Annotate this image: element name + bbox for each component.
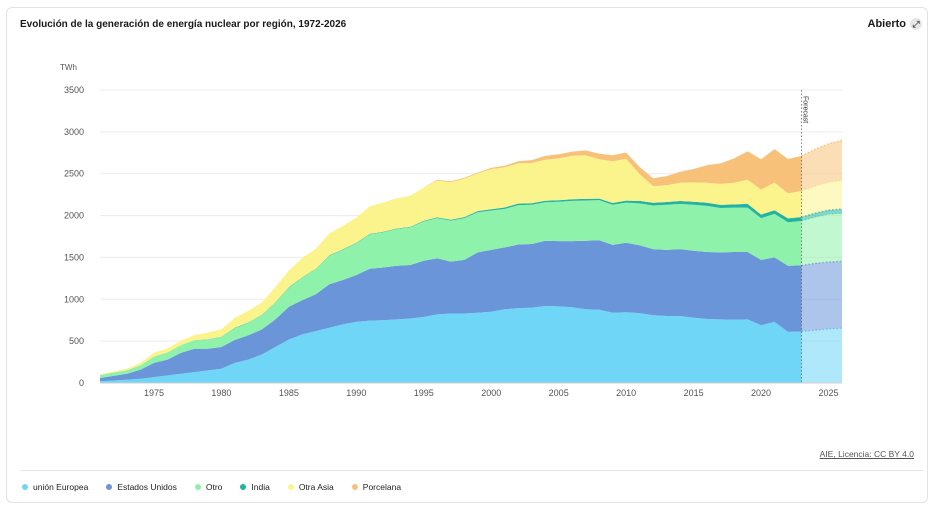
x-tick-label: 2005	[549, 388, 569, 398]
area-series	[100, 139, 843, 383]
area-series-2-forecast[interactable]	[801, 213, 843, 266]
area-series-1-historical[interactable]	[100, 240, 802, 382]
legend-item[interactable]: Porcelana	[351, 482, 402, 492]
forecast-label: Forecast	[802, 96, 809, 123]
legend: unión Europea Estados Unidos Otro India Otra…	[22, 482, 401, 492]
y-tick-label: 3500	[64, 85, 84, 95]
legend-swatch	[106, 484, 113, 490]
y-tick-label: 1000	[64, 294, 84, 304]
area-series-5-forecast[interactable]	[801, 140, 843, 191]
legend-item[interactable]: India	[240, 482, 270, 492]
legend-swatch	[287, 484, 294, 490]
legend-swatch	[194, 484, 201, 490]
area-series-4-historical[interactable]	[100, 155, 802, 376]
y-tick-label: 2500	[64, 169, 84, 179]
x-tick-label: 1990	[346, 388, 366, 398]
area-series-0-forecast[interactable]	[801, 328, 843, 383]
x-tick-label: 2000	[481, 388, 501, 398]
stacked-area-chart: Forecast 0 500 1000 1500 2000 2500 3000 3500 TWh…	[60, 63, 843, 398]
forecast-overlay: Forecast	[801, 90, 809, 383]
area-series-0-historical[interactable]	[100, 306, 802, 383]
legend-label: India	[251, 482, 270, 492]
area-series-3-forecast[interactable]	[801, 209, 843, 221]
x-tick-label: 2025	[818, 388, 838, 398]
y-tick-label: 500	[69, 336, 84, 346]
y-tick-label: 3000	[64, 127, 84, 137]
open-button[interactable]: Abierto ⤢	[867, 18, 922, 30]
area-series-1-forecast[interactable]	[801, 261, 843, 332]
axes: 0 500 1000 1500 2000 2500 3000 3500 TWh 1975 1980 1…	[60, 63, 842, 398]
legend-swatch	[240, 484, 247, 490]
x-tick-label: 1975	[144, 388, 164, 398]
legend-label: Porcelana	[362, 482, 402, 492]
x-tick-label: 1980	[211, 388, 231, 398]
legend-label: unión Europea	[33, 482, 89, 492]
x-tick-label: 2015	[684, 388, 704, 398]
area-series-2-historical[interactable]	[100, 200, 802, 378]
legend-swatch	[22, 484, 28, 490]
y-tick-label: 2000	[64, 211, 84, 221]
y-tick-label: 1500	[64, 252, 84, 262]
source-link[interactable]: AIE, Licencia: CC BY 4.0	[819, 449, 914, 459]
y-tick-label: 0	[79, 378, 84, 388]
legend-divider	[20, 470, 924, 471]
chart-title: Evolución de la generación de energía nu…	[20, 19, 347, 30]
legend-item[interactable]: unión Europea	[22, 482, 88, 492]
forecast-edge-series-2	[801, 212, 843, 222]
area-series-5-historical[interactable]	[100, 149, 802, 375]
legend-item[interactable]: Estados Unidos	[106, 482, 177, 492]
area-series-4-forecast[interactable]	[801, 180, 843, 218]
open-button-label: Abierto	[867, 18, 907, 30]
x-tick-label: 2010	[616, 388, 636, 398]
legend-label: Otro	[205, 482, 223, 492]
legend-swatch	[351, 484, 358, 490]
forecast-edge-series-5	[801, 139, 843, 157]
legend-label: Otra Asia	[298, 482, 334, 492]
x-tick-label: 1985	[279, 388, 299, 398]
x-tick-label: 2020	[751, 388, 771, 398]
y-axis-unit: TWh	[60, 63, 77, 72]
expand-icon[interactable]: ⤢	[910, 18, 922, 30]
legend-item[interactable]: Otra Asia	[287, 482, 334, 492]
legend-item[interactable]: Otro	[194, 482, 223, 492]
x-tick-label: 1995	[414, 388, 434, 398]
legend-label: Estados Unidos	[117, 482, 177, 492]
